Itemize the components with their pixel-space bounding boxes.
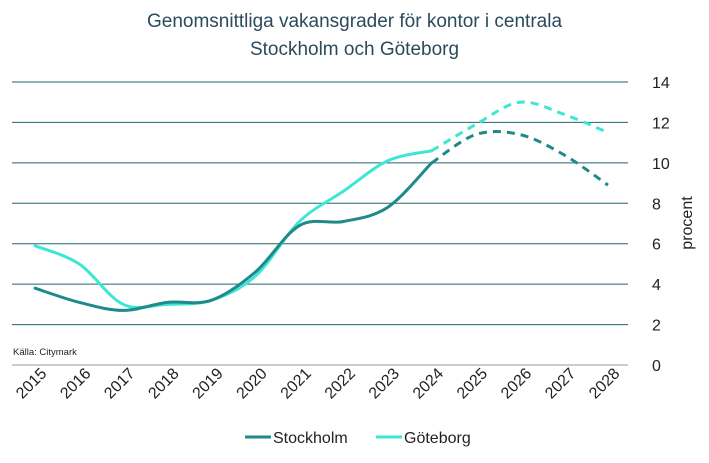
series-line-stockholm (33, 161, 434, 312)
x-tick-label: 2027 (542, 365, 579, 402)
legend: Stockholm Göteborg (245, 430, 471, 447)
x-tick-label: 2024 (410, 365, 447, 402)
series-line-goteborg (33, 149, 434, 309)
series-forecast-goteborg (430, 100, 609, 153)
y-tick-label: 0 (652, 358, 661, 375)
y-tick-label: 14 (652, 75, 670, 92)
x-tick-label: 2023 (366, 365, 403, 402)
gridlines (12, 81, 628, 366)
x-tick-label: 2028 (586, 365, 623, 402)
x-tick-label: 2015 (13, 365, 50, 402)
y-tick-label: 12 (652, 115, 670, 132)
x-tick-label: 2025 (454, 365, 491, 402)
chart-title: Genomsnittliga vakansgrader för kontor i… (0, 8, 709, 64)
y-tick-label: 8 (652, 196, 661, 213)
x-tick-label: 2021 (278, 365, 315, 402)
y-tick-label: 6 (652, 237, 661, 254)
y-tick-label: 10 (652, 156, 670, 173)
x-tick-label: 2019 (190, 365, 227, 402)
x-tick-label: 2026 (498, 365, 535, 402)
series-forecast-stockholm (430, 130, 609, 187)
legend-label: Göteborg (404, 430, 471, 447)
y-tick-label: 2 (652, 318, 661, 335)
y-axis-label: procent (679, 196, 696, 250)
x-tick-label: 2018 (145, 365, 182, 402)
x-tick-label: 2016 (57, 365, 94, 402)
chart-title-line-1: Genomsnittliga vakansgrader för kontor i… (146, 11, 563, 32)
x-tick-label: 2017 (101, 365, 138, 402)
x-axis-ticks: 2015 2016 2017 2018 2019 2020 2021 2022 2023 2024… (13, 365, 623, 402)
x-tick-label: 2020 (234, 365, 271, 402)
legend-label: Stockholm (273, 430, 348, 447)
y-axis-ticks: 0 2 4 6 8 10 12 14 (652, 75, 670, 375)
x-tick-label: 2022 (322, 365, 359, 402)
chart-title-line-2: Stockholm och Göteborg (249, 39, 460, 60)
series-lines (33, 100, 609, 312)
y-tick-label: 4 (652, 277, 661, 294)
source-note: Källa: Citymark (13, 347, 77, 358)
